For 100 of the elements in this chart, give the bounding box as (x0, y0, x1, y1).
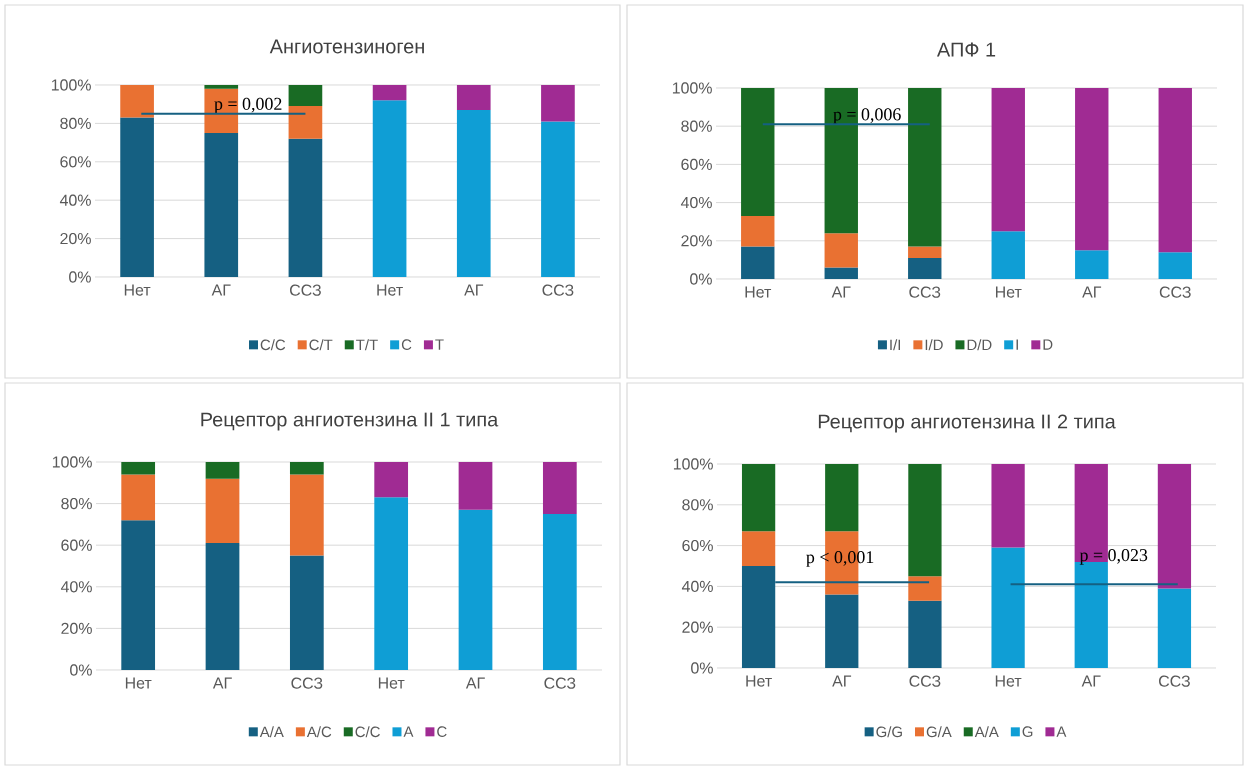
y-tick-label: 20% (682, 621, 713, 633)
legend-label: I/D (925, 339, 943, 351)
x-tick-label: ССЗ (542, 284, 574, 296)
annotation: p = 0,006 (833, 108, 901, 125)
legend-label: A (1056, 726, 1067, 737)
bar (908, 257, 942, 279)
x-tick-label: АГ (1082, 286, 1102, 298)
y-tick-label: 0% (690, 273, 712, 285)
bar (542, 461, 577, 514)
bar (288, 84, 323, 107)
y-tick-label: 80% (681, 120, 712, 132)
legend-label: C (401, 339, 412, 350)
bar (289, 555, 324, 670)
bar (991, 87, 1025, 232)
legend-label: A (403, 726, 414, 737)
bar (458, 461, 493, 510)
y-tick-label: 0% (70, 664, 92, 676)
bar (824, 87, 858, 234)
bar (541, 121, 575, 277)
y-tick-label: 0% (69, 271, 91, 283)
bar (121, 461, 156, 475)
bar (1075, 250, 1109, 279)
x-tick-label: ССЗ (1159, 675, 1190, 687)
legend-label: C/C (355, 726, 380, 738)
annotation: p = 0,023 (1079, 549, 1148, 565)
legend-label: A/C (306, 726, 332, 738)
y-tick-label: 100% (672, 82, 712, 94)
chart-title: Рецептор ангиотензина II 1 типа (201, 412, 499, 431)
x-tick-label: Нет (996, 286, 1022, 298)
y-tick-label: 60% (681, 158, 712, 171)
bar (908, 463, 942, 577)
x-tick-label: Нет (124, 284, 151, 296)
bar (824, 233, 858, 268)
legend-label: T/T (356, 339, 378, 351)
bar (121, 474, 156, 521)
x-tick-label: ССЗ (290, 284, 321, 296)
x-tick-label: ССЗ (291, 677, 323, 689)
y-tick-label: 40% (60, 581, 92, 593)
chart-title: АПФ 1 (936, 42, 996, 57)
bar (908, 600, 942, 668)
bar (1158, 87, 1192, 253)
x-tick-label: АГ (1081, 675, 1101, 687)
bar (456, 84, 491, 110)
legend-label: I/I (890, 339, 900, 351)
x-tick-label: Нет (995, 675, 1022, 687)
bar (458, 509, 493, 670)
x-tick-label: Нет (746, 675, 772, 687)
x-tick-label: АГ (465, 677, 485, 689)
x-tick-label: Нет (125, 677, 152, 689)
bar (825, 594, 859, 668)
bar (205, 461, 240, 479)
y-tick-label: 80% (682, 499, 713, 511)
bar (542, 513, 577, 670)
bar (372, 100, 407, 277)
y-tick-label: 100% (52, 456, 92, 468)
bar (372, 84, 407, 101)
bar (908, 87, 942, 247)
legend-label: G/G (876, 726, 902, 738)
bar (541, 84, 575, 122)
x-tick-label: ССЗ (544, 677, 576, 689)
bar (1157, 463, 1192, 589)
bar (288, 138, 323, 277)
x-tick-label: АГ (831, 286, 851, 298)
bar (991, 547, 1025, 668)
bar (741, 87, 775, 216)
bar (456, 109, 491, 277)
y-tick-label: 20% (60, 232, 91, 245)
bar (741, 463, 776, 532)
x-tick-label: Нет (745, 286, 772, 298)
bar (374, 497, 409, 670)
bar (991, 463, 1025, 548)
y-tick-label: 40% (681, 580, 713, 593)
x-tick-label: ССЗ (909, 286, 941, 298)
bar (120, 84, 154, 118)
legend-label: A/A (259, 726, 284, 738)
y-tick-label: 80% (61, 497, 92, 510)
y-tick-label: 40% (59, 194, 91, 206)
bar (1075, 87, 1109, 251)
bar (204, 84, 239, 89)
x-tick-label: Нет (378, 677, 405, 689)
bar (908, 246, 942, 258)
bar (289, 461, 324, 475)
bar (121, 520, 156, 670)
legend-label: G (1022, 726, 1033, 737)
y-tick-label: 60% (682, 539, 713, 552)
legend-label: G/A (926, 726, 952, 738)
bar (205, 478, 240, 544)
bar (741, 215, 775, 247)
bar (1158, 252, 1192, 279)
legend-label: D/D (967, 339, 992, 351)
bar (120, 117, 154, 277)
bar (204, 132, 239, 277)
legend-label: C (437, 726, 447, 737)
legend-label: D (1043, 339, 1053, 350)
legend-label: C/C (260, 339, 286, 351)
bar (374, 461, 409, 498)
legend-label: I (1016, 339, 1018, 350)
x-tick-label: АГ (832, 675, 852, 687)
x-tick-label: ССЗ (909, 675, 941, 687)
bar (908, 576, 942, 601)
